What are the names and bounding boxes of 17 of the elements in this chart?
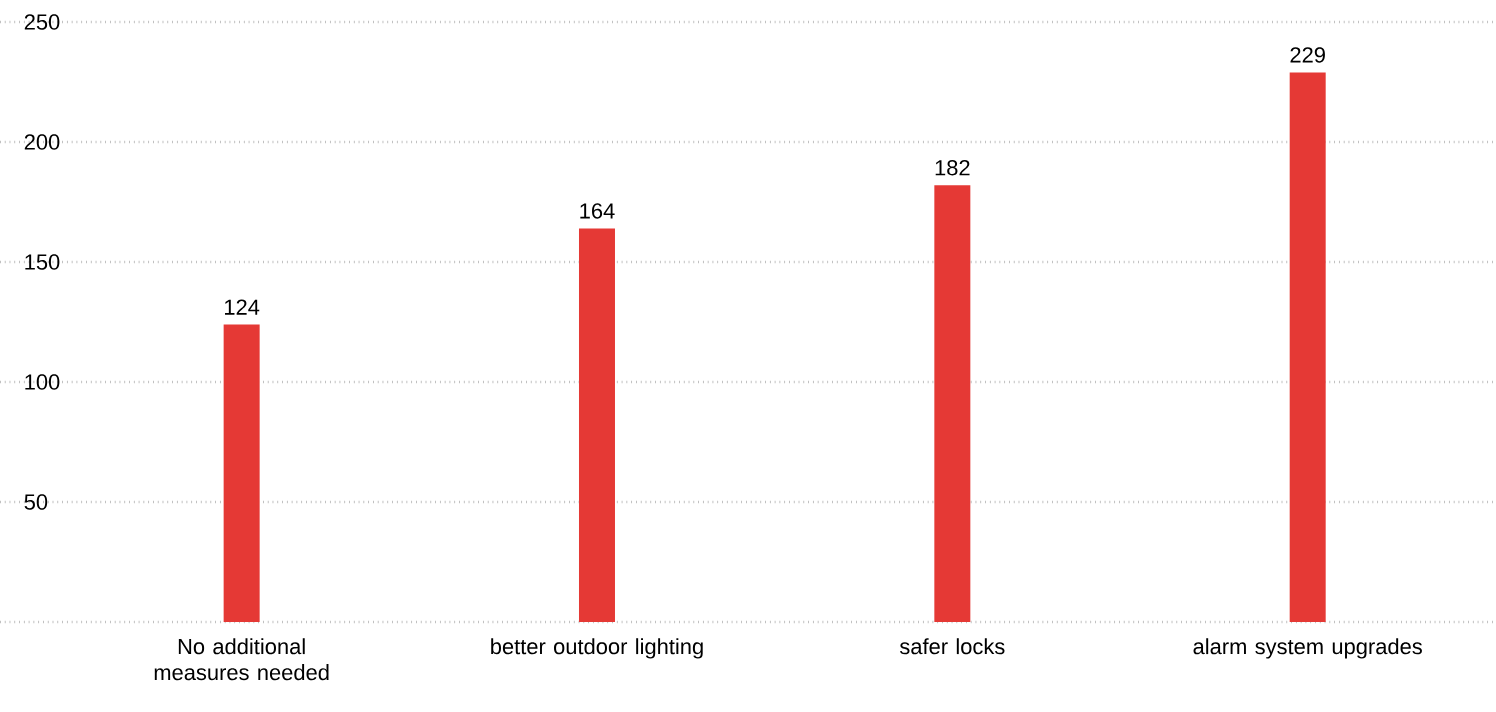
bar	[578, 228, 615, 622]
bar	[1289, 72, 1326, 622]
x-tick-label: safer locks	[899, 638, 1005, 655]
y-tick-label: 150	[25, 254, 60, 270]
x-tick-label: alarm system upgrades	[1193, 638, 1422, 659]
bar	[934, 185, 971, 622]
y-tick-label: 100	[25, 374, 60, 390]
data-label: 229	[1290, 47, 1325, 63]
data-label: 182	[935, 160, 970, 176]
data-label: 124	[225, 299, 260, 315]
x-tick-label: better outdoor lighting	[491, 638, 703, 659]
y-tick-label: 250	[24, 14, 60, 30]
bar	[223, 324, 260, 622]
data-label: 164	[580, 203, 615, 219]
x-tick-label: No additional measures needed	[154, 638, 329, 681]
y-tick-label: 50	[24, 494, 48, 510]
y-tick-label: 200	[24, 134, 60, 150]
